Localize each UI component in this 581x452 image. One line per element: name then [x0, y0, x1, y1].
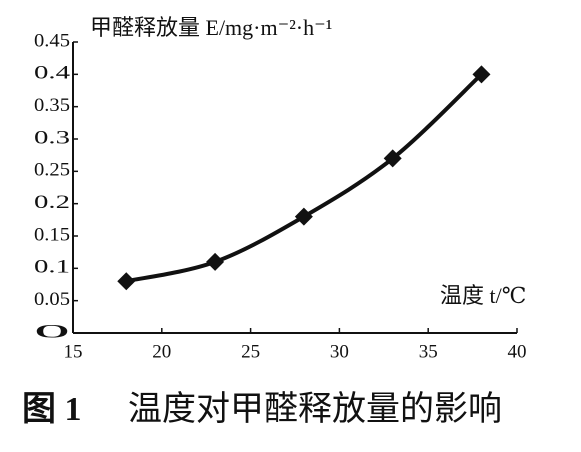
x-axis-title: 温度 t/℃	[440, 283, 526, 308]
y-tick-label: 0.45	[34, 30, 70, 51]
data-point	[383, 149, 402, 168]
data-line	[125, 72, 483, 284]
x-tick-label: 35	[419, 341, 438, 362]
x-tick-label: 25	[241, 341, 260, 362]
y-tick-label: 0.35	[34, 95, 70, 116]
data-point	[117, 272, 136, 291]
y-tick-label: 0.15	[34, 224, 70, 245]
y-tick-label: 0.2	[34, 192, 70, 213]
x-tick-label: 15	[64, 341, 83, 362]
data-point	[294, 207, 313, 226]
y-axis-title: 甲醛释放量 E/mg·m⁻²·h⁻¹	[90, 15, 332, 40]
y-tick-label: 0.4	[34, 63, 71, 84]
caption: 温度对甲醛释放量的影响	[128, 390, 502, 428]
x-tick-label: 30	[330, 341, 349, 362]
caption-label: 图 1	[22, 391, 82, 428]
x-tick-label: 20	[152, 341, 171, 362]
y-tick-label: 0.05	[34, 289, 70, 310]
data-point	[472, 65, 491, 84]
data-point	[206, 252, 225, 271]
y-tick-label: 0.25	[34, 160, 70, 181]
y-tick-label: 0.3	[34, 127, 70, 148]
y-tick-label: 0	[34, 321, 70, 342]
y-tick-label: 0.1	[34, 257, 70, 278]
x-tick-label: 40	[508, 341, 527, 362]
